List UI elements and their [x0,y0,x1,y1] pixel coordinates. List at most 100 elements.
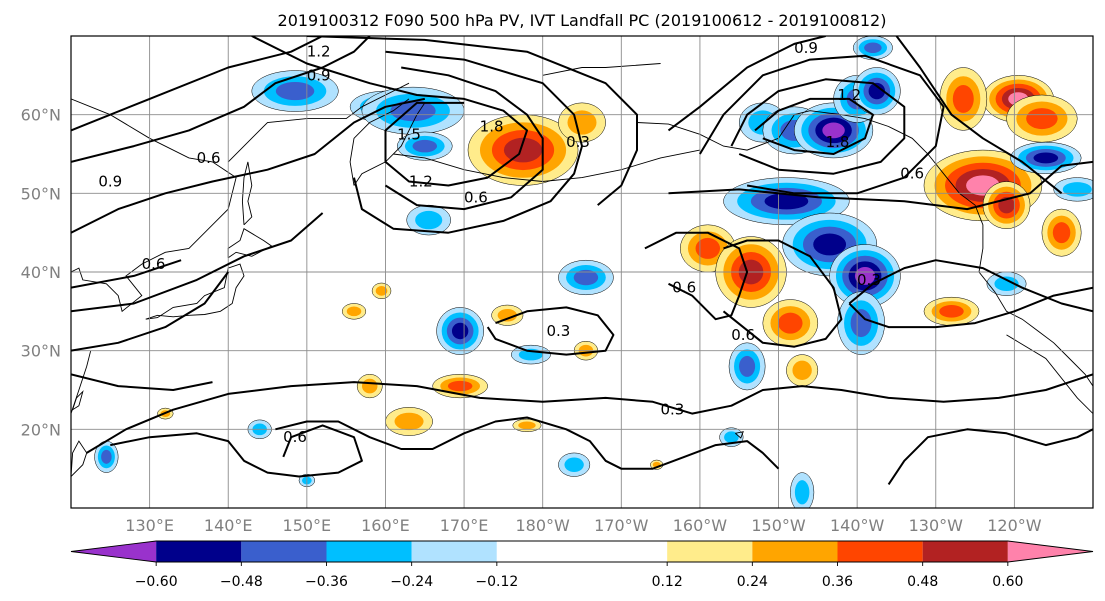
pv-anomaly-blob [790,472,815,508]
ivt-contour-line [71,259,182,289]
contour-label: 0.6 [283,428,307,446]
pv-anomaly-level [854,266,876,285]
pv-anomaly-level [375,286,388,296]
pv-anomaly-level [850,309,872,338]
coastline [636,110,1093,387]
contour-label: 0.9 [98,173,122,191]
contour-label: 0.3 [566,133,590,151]
y-tick-label: 60°N [21,106,61,125]
pv-anomaly-level [567,110,597,135]
colorbar-segment [71,541,157,562]
contour-label: 0.6 [464,188,488,206]
x-tick-label: 160°W [673,516,728,535]
pv-anomaly-blob [852,36,893,60]
pv-anomaly-blob [1053,177,1093,202]
pv-anomaly-level [1062,182,1092,197]
coastline [71,440,88,477]
pv-anomaly-blob [491,304,524,326]
pv-anomaly-level [564,457,584,472]
ivt-contour-line [306,36,638,206]
contour-label: 0.3 [546,322,570,340]
pv-anomaly-blob [94,440,119,473]
pv-anomaly-blob [251,70,339,112]
colorbar-tick-label: −0.24 [390,574,433,590]
y-axis-ticks: 20°N 30°N 40°N 50°N 60°N [21,106,61,440]
x-tick-label: 150°W [751,516,806,535]
colorbar-segment [667,541,753,562]
pv-anomaly-level [497,308,517,322]
colorbar-tick-label: 0.48 [907,574,938,590]
x-tick-label: 160°E [361,516,410,535]
pv-anomaly-blob [986,271,1027,296]
pv-anomaly-level [778,312,803,334]
pv-anomaly-blob [786,354,819,387]
x-axis-ticks: 130°E 140°E 150°E 160°E 170°E 180°W 170°W 160°W… [125,516,1041,535]
ivt-contour-line [848,259,1093,313]
colorbar-tick-label: 0.12 [652,574,683,590]
coastline-layer [71,63,1093,477]
pv-anomaly-blob [829,244,901,308]
x-tick-label: 170°W [594,516,649,535]
pv-anomaly-level [724,431,739,444]
contour-label-layer: 1.2 0.9 1.5 1.8 1.2 0.6 0.3 0.6 0.9 0.6 0.9 1.2 1.8 0… [98,39,924,446]
pv-anomaly-level [412,139,437,153]
pv-anomaly-level [451,322,469,340]
pv-anomaly-level [447,380,473,392]
pv-anomaly-blob [558,259,614,296]
contour-label: 0.3 [660,401,684,419]
pv-anomaly-blob [837,291,885,355]
pv-anomaly-blob [436,307,484,355]
x-tick-label: 140°W [830,516,885,535]
x-tick-label: 130°E [125,516,174,535]
colorbar-segment [326,541,412,562]
pv-anomaly-level [1026,108,1058,130]
coastline [71,390,84,411]
gridline-layer [71,36,1093,508]
pv-anomaly-level [739,355,756,377]
ivt-contour-line [722,239,843,348]
pv-anomaly-blob [1041,208,1082,257]
contour-label: 0.6 [900,165,924,183]
colorbar-tick-label: 0.24 [737,574,768,590]
pv-anomaly-level [939,305,964,318]
colorbar: −0.60 −0.48 −0.36 −0.24 −0.12 0.12 0.24 0.36 0.4… [70,540,1094,590]
colorbar-segment [241,541,327,562]
pv-anomaly-level [573,269,599,286]
pv-anomaly-blob [371,282,392,299]
colorbar-tick-label: −0.12 [475,574,518,590]
pv-anomaly-level [822,122,845,139]
contour-label: 1.2 [409,173,433,191]
pv-anomaly-blob [728,342,766,391]
colorbar-segment [156,541,242,562]
x-tick-label: 140°E [204,516,253,535]
ivt-contour-line [384,66,544,211]
ivt-contour-line [644,231,749,321]
pv-anomaly-blob [762,299,819,347]
ivt-contour-line [71,36,371,163]
ivt-contour-line [251,36,528,187]
colorbar-segment [837,541,923,562]
x-tick-label: 120°W [987,516,1042,535]
colorbar-segment [922,541,1008,562]
pv-anomaly-blob [406,204,451,236]
y-tick-label: 20°N [21,420,61,439]
ivt-contour-line [699,54,945,195]
y-tick-label: 30°N [21,342,61,361]
pv-anomaly-level [764,192,809,210]
pv-anomaly-blob [512,418,542,432]
contour-label: 0.6 [672,279,696,297]
x-tick-label: 180°W [516,516,571,535]
pv-anomaly-blob [982,181,1031,229]
pv-anomaly-level [792,360,812,381]
map-plot-area: 1.2 0.9 1.5 1.8 1.2 0.6 0.3 0.6 0.9 0.6 0.9 1.2 1.8 0… [71,36,1093,508]
pv-anomaly-blob [356,374,383,399]
colorbar-segment [411,541,497,562]
pv-anomaly-level [695,237,721,259]
pv-anomaly-level [415,210,443,230]
ivt-contour-line [754,97,874,155]
coastline [542,63,661,76]
pv-anomaly-blob [558,452,591,477]
pv-anomaly-blob [385,407,433,436]
pv-anomaly-blob [1010,141,1082,174]
